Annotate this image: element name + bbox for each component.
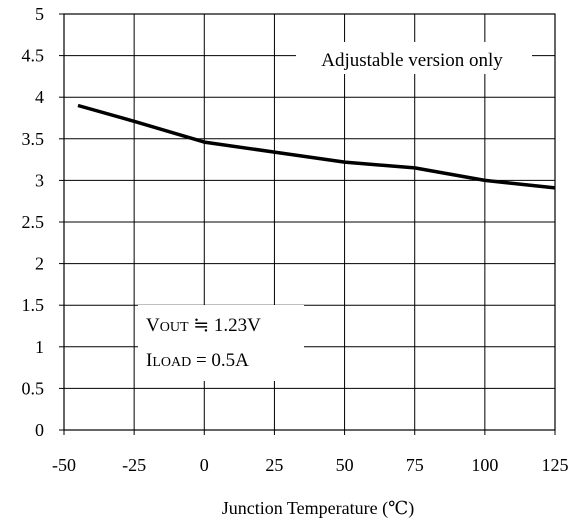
x-tick-label: 100 — [471, 455, 498, 475]
grid — [64, 14, 555, 430]
y-tick-label: 0 — [35, 420, 44, 440]
annotation-background — [138, 42, 532, 381]
y-tick-label: 5 — [35, 4, 44, 24]
x-tick-label: 50 — [336, 455, 354, 475]
y-tick-label: 3.5 — [22, 129, 45, 149]
y-tick-label: 4.5 — [22, 46, 45, 66]
x-tick-label: 25 — [265, 455, 283, 475]
vout-main: V — [146, 315, 160, 336]
x-tick-label: 0 — [200, 455, 209, 475]
x-axis-ticks: -50 -25 0 25 50 75 100 125 — [52, 430, 569, 475]
y-tick-label: 2 — [35, 254, 44, 274]
condition-note-bg — [138, 305, 304, 381]
y-tick-label: 0.5 — [22, 378, 45, 398]
vout-rest: ≒ 1.23V — [189, 315, 262, 336]
series-line — [77, 103, 556, 190]
vout-sub: OUT — [160, 320, 189, 335]
y-tick-label: 4 — [35, 87, 44, 107]
x-tick-label: 125 — [542, 455, 569, 475]
y-tick-label: 1 — [35, 337, 44, 357]
x-tick-label: 75 — [406, 455, 424, 475]
version-note-bg — [296, 42, 532, 74]
x-tick-label: -25 — [122, 455, 146, 475]
iload-sub: LOAD — [152, 355, 191, 370]
series-layer — [77, 103, 556, 190]
iload-rest: = 0.5A — [191, 350, 249, 371]
y-axis-ticks: 0 0.5 1 1.5 2 2.5 3 3.5 4 4.5 5 — [22, 4, 64, 440]
x-tick-label: -50 — [52, 455, 76, 475]
iload-main: I — [146, 350, 152, 371]
y-tick-label: 3 — [35, 170, 44, 190]
x-axis-title: Junction Temperature (℃) — [222, 498, 414, 519]
version-note: Adjustable version only — [321, 50, 503, 71]
vout-annotation: VOUT ≒ 1.23V — [146, 315, 261, 336]
y-tick-label: 2.5 — [22, 212, 45, 232]
iload-annotation: ILOAD = 0.5A — [146, 350, 249, 371]
y-tick-label: 1.5 — [22, 295, 45, 315]
